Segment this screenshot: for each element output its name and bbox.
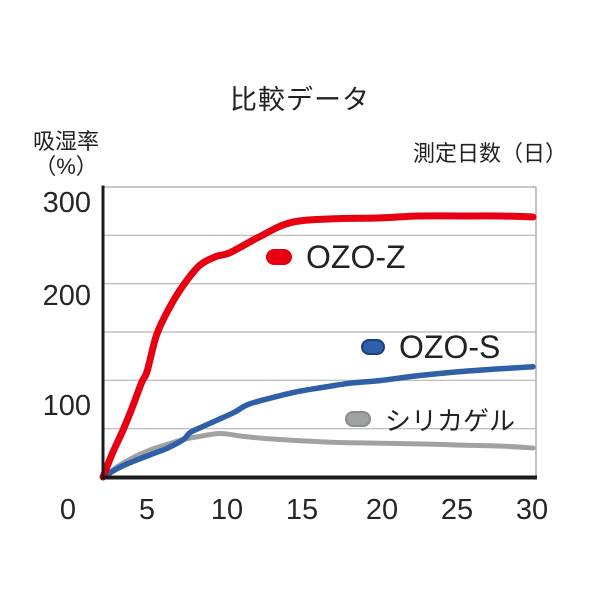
y-axis-title: 吸湿率 （%） — [26, 129, 106, 179]
series-line-ozo-z — [99, 212, 537, 481]
series-curves — [99, 212, 537, 481]
legend-marker-ozo-s — [361, 339, 385, 355]
legend-marker-ozo-z — [266, 249, 292, 265]
x-tick-label-10: 10 — [210, 494, 244, 526]
x-tick-label-25: 25 — [440, 494, 474, 526]
x-axis-title: 測定日数（日） — [412, 141, 567, 166]
x-tick-label-5: 5 — [138, 494, 156, 526]
legend-label-silica-gel: シリカゲル — [385, 405, 516, 436]
series-line-ozo-s — [100, 364, 536, 480]
x-tick-label-30: 30 — [515, 494, 549, 526]
legend-item-silica-gel: シリカゲル — [345, 402, 515, 436]
chart-title: 比較データ — [230, 85, 370, 115]
y-tick-label-300: 300 — [42, 187, 91, 219]
gridlines — [104, 234, 536, 430]
legend-item-ozo-s: OZO-S — [361, 328, 501, 365]
series-line-silica-gel — [100, 431, 536, 480]
legend-item-ozo-z: OZO-Z — [266, 238, 406, 275]
legend-marker-silica-gel — [345, 411, 371, 427]
y-axis-title-line1: 吸湿率 — [32, 129, 99, 154]
x-tick-label-15: 15 — [285, 494, 319, 526]
legend-label-ozo-s: OZO-S — [399, 328, 501, 365]
x-tick-label-20: 20 — [365, 494, 399, 526]
x-tick-label-0: 0 — [59, 494, 77, 526]
y-tick-label-100: 100 — [42, 390, 91, 422]
legend-label-ozo-z: OZO-Z — [306, 238, 406, 275]
y-tick-label-200: 200 — [42, 280, 91, 312]
y-axis-title-line2: （%） — [34, 154, 98, 179]
